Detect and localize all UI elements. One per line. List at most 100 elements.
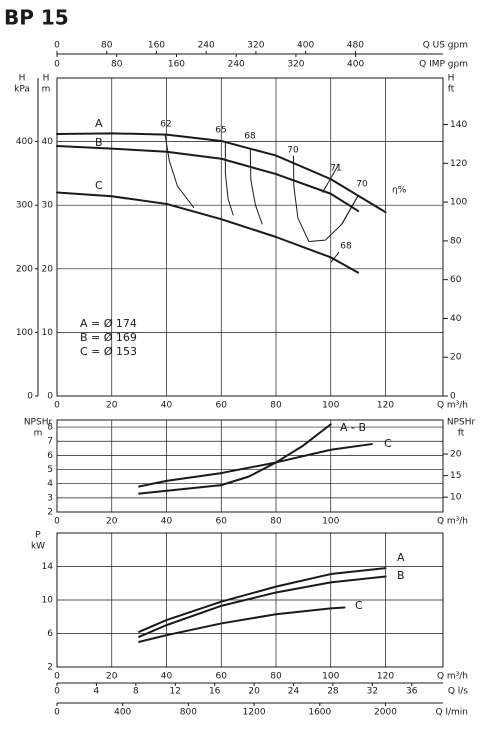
x3-axis-label: Q l/min — [436, 708, 468, 718]
x2-tick-label: 320 — [247, 41, 264, 51]
y-axis-label: NPSHr — [24, 418, 53, 428]
x-tick-label: 20 — [106, 672, 118, 682]
x2-tick-label: 160 — [148, 41, 165, 51]
y3-tick-label: 200 — [16, 264, 33, 274]
efficiency-curve — [224, 141, 234, 216]
efficiency-label: 71 — [330, 164, 341, 174]
efficiency-label: 68 — [244, 132, 256, 142]
efficiency-curve — [249, 147, 263, 225]
x2-tick-label: 8 — [133, 687, 139, 697]
x3-tick-label: 320 — [287, 60, 304, 70]
x2-tick-label: 20 — [248, 687, 260, 697]
x-tick-label: 100 — [322, 401, 339, 411]
y2-tick-label: 40 — [450, 314, 462, 324]
y-axis-label: H — [43, 74, 50, 84]
efficiency-unit: η% — [392, 186, 407, 196]
performance-curve — [56, 191, 360, 274]
diameter-legend: C = Ø 153 — [80, 345, 137, 358]
x-tick-label: 80 — [270, 401, 282, 411]
y3-axis-label: H — [19, 74, 26, 84]
y2-tick-label: 20 — [450, 450, 462, 460]
x3-tick-label: 400 — [347, 60, 364, 70]
y3-tick-label: 400 — [16, 137, 33, 147]
efficiency-curve — [293, 155, 359, 242]
x2-tick-label: 28 — [327, 687, 339, 697]
page-title: BP 15 — [4, 6, 69, 30]
y-axis-label: kW — [31, 542, 45, 552]
efficiency-curve — [341, 195, 359, 225]
x-tick-label: 20 — [106, 517, 118, 527]
y2-axis-label: NPSHr — [447, 418, 476, 428]
x3-tick-label: 0 — [54, 708, 60, 718]
x-tick-label: 80 — [270, 517, 282, 527]
y-tick-label: 8 — [47, 423, 53, 433]
y2-tick-label: 80 — [450, 236, 462, 246]
x2-tick-label: 24 — [288, 687, 300, 697]
y-tick-label: 10 — [42, 596, 54, 606]
x2-tick-label: 12 — [170, 687, 181, 697]
x2-tick-label: 80 — [101, 41, 113, 51]
x2-tick-label: 480 — [347, 41, 364, 51]
y2-tick-label: 15 — [450, 471, 461, 481]
x-axis-label: Q m³/h — [437, 401, 468, 411]
performance-curve — [138, 575, 387, 638]
y-tick-label: 10 — [42, 328, 54, 338]
performance-curve — [138, 423, 332, 495]
efficiency-label: 70 — [287, 146, 299, 156]
x3-tick-label: 0 — [54, 60, 60, 70]
diameter-legend: A = Ø 174 — [80, 317, 137, 330]
efficiency-label: 62 — [160, 120, 171, 130]
y-tick-label: 4 — [47, 479, 53, 489]
y2-tick-label: 10 — [450, 493, 462, 503]
x2-tick-label: 16 — [209, 687, 221, 697]
x-tick-label: 0 — [54, 672, 60, 682]
y-tick-label: 30 — [42, 201, 54, 211]
x-tick-label: 60 — [216, 517, 228, 527]
x2-tick-label: 32 — [367, 687, 378, 697]
x3-tick-label: 1600 — [308, 708, 331, 718]
y3-tick-label: 0 — [27, 392, 33, 402]
x2-tick-label: 36 — [406, 687, 418, 697]
curve-label: A - B — [340, 421, 366, 434]
efficiency-curve — [330, 251, 340, 263]
y-tick-label: 0 — [47, 392, 53, 402]
y-tick-label: 5 — [47, 465, 53, 475]
plot-frame — [56, 419, 444, 513]
y2-tick-label: 60 — [450, 275, 462, 285]
x-tick-label: 100 — [322, 517, 339, 527]
x3-axis-label: Q IMP gpm — [419, 60, 468, 70]
y3-tick-label: 300 — [16, 201, 33, 211]
y2-tick-label: 140 — [450, 120, 467, 130]
curve-label: A — [397, 551, 405, 564]
curve-label: C — [355, 599, 363, 612]
performance-curve — [138, 567, 387, 633]
y2-tick-label: 120 — [450, 159, 467, 169]
x2-tick-label: 400 — [297, 41, 314, 51]
efficiency-label: 68 — [340, 242, 352, 252]
x2-tick-label: 4 — [94, 687, 100, 697]
curve-label: C — [384, 437, 392, 450]
y2-tick-label: 0 — [450, 392, 456, 402]
y-tick-label: 7 — [47, 437, 53, 447]
curve-label: C — [95, 179, 103, 192]
y-tick-label: 6 — [47, 451, 53, 461]
curve-label: A — [95, 117, 103, 130]
y-tick-label: 3 — [47, 493, 53, 503]
efficiency-label: 65 — [215, 126, 226, 136]
efficiency-label: 70 — [356, 180, 368, 190]
y-tick-label: 2 — [47, 508, 53, 518]
y-tick-label: 40 — [42, 137, 54, 147]
diameter-legend: B = Ø 169 — [80, 331, 137, 344]
y-axis-label: m — [34, 429, 43, 439]
x-tick-label: 40 — [161, 401, 173, 411]
efficiency-curve — [164, 134, 195, 209]
x-tick-label: 40 — [161, 672, 173, 682]
x3-tick-label: 800 — [180, 708, 197, 718]
x2-axis-label: Q l/s — [448, 687, 468, 697]
y3-tick-label: 100 — [16, 328, 33, 338]
x2-axis-label: Q US gpm — [423, 41, 468, 51]
y2-tick-label: 100 — [450, 198, 467, 208]
y-tick-label: 14 — [42, 562, 54, 572]
x2-tick-label: 240 — [198, 41, 215, 51]
